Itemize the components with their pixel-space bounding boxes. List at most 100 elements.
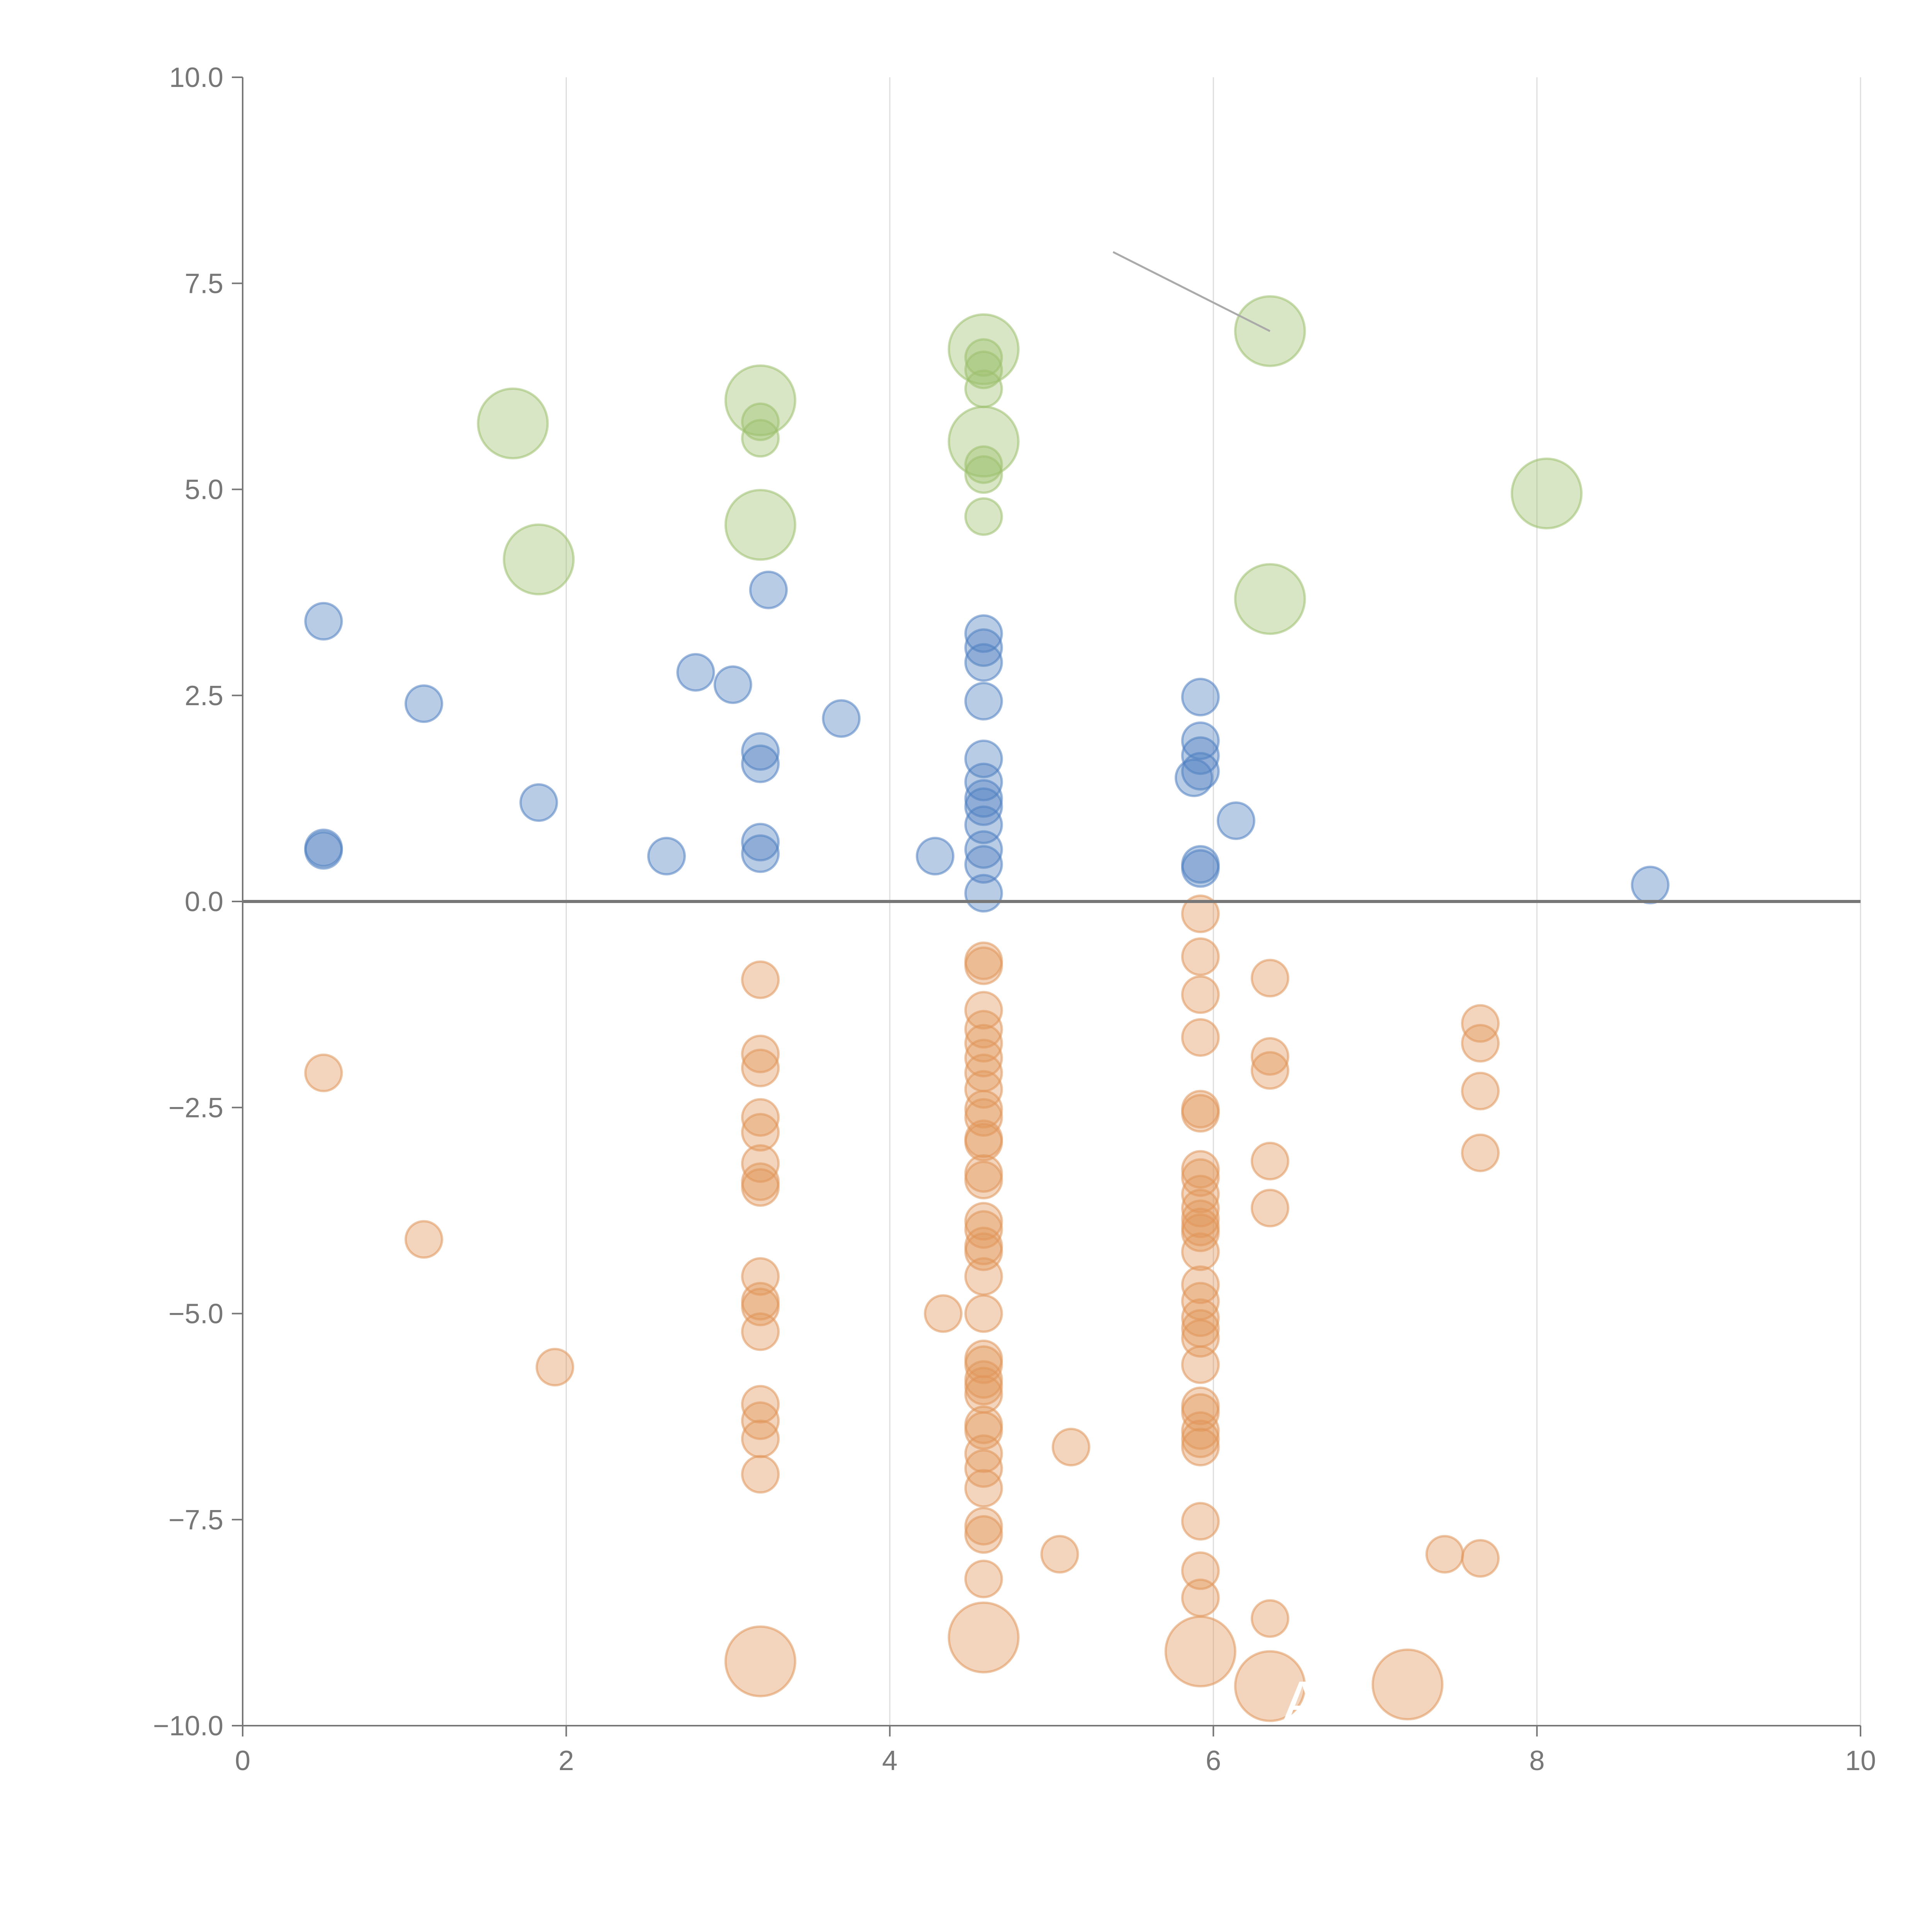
data-point [1250,1141,1289,1180]
data-point [1181,721,1220,760]
data-point [741,732,780,771]
data-point [741,960,780,999]
y-tick-label: 7.5 [185,268,223,299]
data-point [1181,1158,1220,1197]
data-point [536,1348,575,1387]
x-tick-label: 8 [1529,1745,1545,1776]
annotation-label: A [1283,1669,1321,1734]
data-point [741,1312,780,1351]
data-point [1181,1551,1220,1590]
axes: 10.0 7.5 5.0 2.5 0.0 −2.5 −5.0 −7.5 −10.0 0 2 4 6 8 10 [153,62,1876,1776]
data-point [1216,801,1255,840]
data-point [964,1122,1003,1162]
large-data-point [724,1625,796,1697]
data-point [964,739,1003,778]
data-point [647,837,686,876]
data-point [923,1294,963,1333]
data-point [741,823,780,862]
data-point [1461,1133,1500,1172]
data-point [304,1053,343,1092]
data-point [1181,937,1220,976]
data-point [1181,1232,1220,1271]
data-point [741,1419,780,1458]
data-point [1181,1419,1220,1458]
data-point [741,1113,780,1152]
data-point [741,1034,780,1073]
data-point [1181,1298,1220,1337]
data-point [404,684,443,723]
data-points [304,295,1670,1722]
data-point [1181,894,1220,933]
data-point [741,1098,780,1137]
data-point [964,779,1003,818]
data-point [1181,1199,1220,1238]
large-data-point [947,1601,1020,1673]
data-point [964,643,1003,682]
data-point [1181,849,1220,888]
y-tick-label: 0.0 [185,886,223,917]
data-point [741,1455,780,1494]
data-point [1181,1018,1220,1057]
data-point [1461,1071,1500,1111]
data-point [964,1039,1003,1078]
data-point [964,1345,1003,1384]
data-point [964,1070,1003,1109]
data-point [964,845,1003,884]
x-tick-label: 0 [235,1745,250,1776]
x-tick-label: 2 [558,1745,574,1776]
data-point [822,699,861,738]
data-point [964,1210,1003,1249]
data-point [741,744,780,783]
y-tick-label: −10.0 [153,1711,223,1742]
data-point [964,338,1003,377]
data-point [1181,1578,1220,1617]
annotations: A [1112,251,1322,1734]
x-tick-label: 6 [1206,1745,1221,1776]
data-point [964,1090,1003,1129]
data-point [519,783,558,822]
y-tick-label: 10.0 [169,62,223,93]
y-tick-label: −2.5 [168,1092,223,1123]
data-point [964,1024,1003,1063]
data-point [1250,959,1289,998]
y-tick-label: −5.0 [168,1299,223,1330]
data-point [304,831,343,870]
data-point [1181,975,1220,1014]
data-point [1181,1428,1220,1467]
data-point [964,830,1003,869]
x-tick-label: 4 [882,1745,898,1776]
data-point [916,837,955,876]
data-point [1250,1051,1289,1090]
data-point [741,834,780,873]
large-data-point [1234,563,1306,635]
data-point [304,602,343,641]
data-point [1461,1539,1500,1578]
data-point [1181,1411,1220,1450]
data-point [964,1515,1003,1554]
large-data-point [947,405,1020,478]
data-point [1461,1024,1500,1063]
data-point [964,1160,1003,1199]
data-point [964,1411,1003,1450]
y-tick-label: 5.0 [185,474,223,505]
data-point [964,628,1003,667]
data-point [1174,759,1213,798]
data-point [676,653,715,692]
data-point [1051,1428,1090,1467]
large-data-point [1371,1648,1444,1721]
data-point [964,455,1003,494]
large-data-point [477,387,549,459]
data-point [741,1048,780,1087]
data-point [964,1469,1003,1508]
data-point [964,1294,1003,1333]
y-tick-label: −7.5 [168,1505,223,1536]
data-point [741,1168,780,1207]
data-point [1181,736,1220,775]
annotation-line [1112,251,1270,332]
data-point [1181,752,1220,791]
x-tick-label: 10 [1845,1745,1876,1776]
data-point [1181,1094,1220,1133]
data-point [1181,1319,1220,1358]
data-point [964,1010,1003,1049]
